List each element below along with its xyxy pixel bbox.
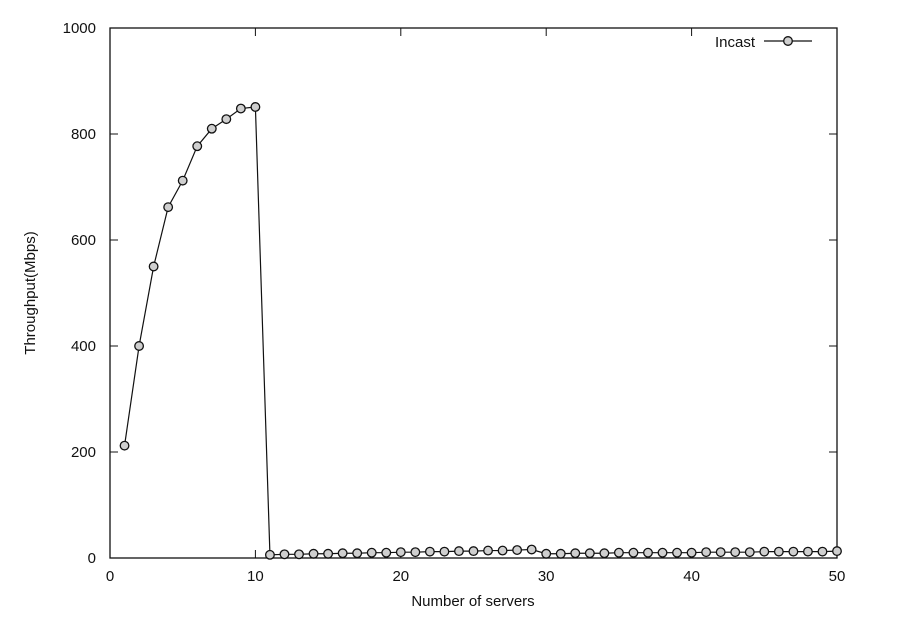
x-tick-label-0: 0 — [106, 568, 114, 585]
data-point-19 — [381, 547, 392, 558]
x-tick-label-20: 20 — [392, 568, 409, 585]
data-point-20 — [395, 547, 406, 558]
y-tick-label-400: 400 — [71, 338, 96, 355]
data-point-48 — [802, 546, 813, 557]
x-tick-label-50: 50 — [829, 568, 846, 585]
legend: Incast — [715, 34, 812, 51]
x-axis-title: Number of servers — [411, 593, 534, 610]
y-tick-label-200: 200 — [71, 444, 96, 461]
legend-label-incast: Incast — [715, 34, 756, 51]
data-point-16 — [337, 548, 348, 559]
data-point-24 — [454, 546, 464, 557]
y-axis-title: Throughput(Mbps) — [22, 231, 39, 354]
data-point-10 — [250, 102, 261, 112]
data-point-4 — [163, 202, 174, 213]
data-point-40 — [686, 547, 697, 558]
data-point-44 — [744, 547, 755, 558]
data-point-49 — [817, 546, 828, 557]
data-point-17 — [352, 548, 363, 559]
y-tick-label-800: 800 — [71, 126, 96, 143]
data-point-28 — [512, 545, 523, 556]
data-point-31 — [555, 548, 566, 559]
series-points-incast — [119, 102, 842, 560]
data-point-38 — [657, 547, 668, 558]
data-point-41 — [701, 547, 712, 558]
data-point-26 — [483, 545, 493, 556]
data-point-5 — [177, 175, 188, 186]
data-point-50 — [832, 546, 842, 557]
data-point-32 — [570, 548, 581, 559]
data-point-39 — [672, 547, 683, 558]
data-point-2 — [134, 341, 145, 351]
data-point-46 — [773, 546, 784, 557]
data-point-18 — [366, 547, 377, 558]
data-point-7 — [206, 123, 217, 134]
data-point-42 — [715, 547, 726, 558]
data-point-22 — [424, 546, 435, 557]
data-point-33 — [584, 548, 595, 559]
data-point-37 — [643, 547, 653, 558]
x-tick-label-10: 10 — [247, 568, 264, 585]
data-point-36 — [628, 547, 639, 558]
data-point-8 — [221, 114, 232, 125]
legend-marker-incast — [783, 36, 793, 46]
data-point-34 — [599, 548, 610, 559]
data-point-13 — [294, 549, 304, 560]
y-tick-label-600: 600 — [71, 232, 96, 249]
data-point-3 — [148, 261, 159, 272]
data-point-27 — [497, 545, 508, 556]
y-tick-label-0: 0 — [88, 550, 96, 567]
data-point-12 — [279, 549, 290, 560]
x-tick-label-40: 40 — [683, 568, 700, 585]
data-point-30 — [541, 548, 552, 559]
data-point-15 — [323, 548, 334, 559]
data-point-45 — [759, 546, 770, 557]
x-tick-label-30: 30 — [538, 568, 555, 585]
axis-ticks — [109, 27, 838, 559]
data-point-23 — [439, 546, 450, 557]
series-line-incast — [123, 106, 838, 556]
data-point-11 — [264, 549, 275, 560]
data-point-21 — [410, 547, 421, 558]
axis-tick-labels: 0 10 20 30 40 50 0 200 400 600 800 1000 — [63, 20, 846, 585]
data-point-47 — [788, 546, 799, 557]
data-point-1 — [119, 440, 130, 451]
data-point-25 — [468, 546, 479, 557]
y-tick-label-1000: 1000 — [63, 20, 96, 37]
data-point-35 — [613, 547, 624, 558]
plot-frame — [109, 27, 838, 559]
data-point-43 — [730, 547, 741, 558]
data-point-6 — [192, 141, 203, 152]
data-point-29 — [526, 544, 537, 555]
data-point-9 — [235, 103, 246, 114]
data-point-14 — [308, 548, 319, 559]
